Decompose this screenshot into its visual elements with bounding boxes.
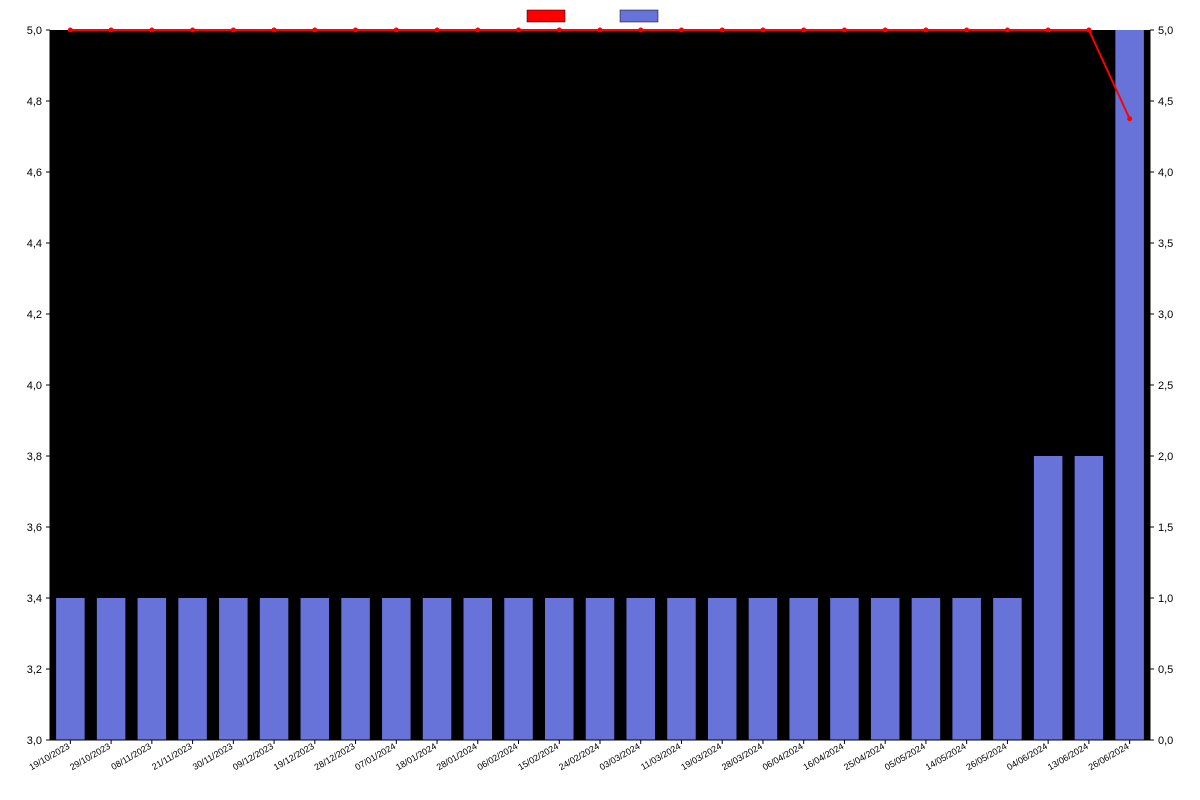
- line-marker: [964, 28, 969, 33]
- line-marker: [435, 28, 440, 33]
- y-left-tick-label: 3,0: [27, 735, 42, 747]
- y-right-tick-label: 4,5: [1158, 96, 1173, 108]
- bar: [138, 598, 167, 740]
- line-marker: [720, 28, 725, 33]
- bar: [301, 598, 330, 740]
- bar: [1115, 30, 1144, 740]
- line-marker: [149, 28, 154, 33]
- y-left-tick-label: 3,2: [27, 664, 42, 676]
- line-marker: [1086, 28, 1091, 33]
- bar: [1034, 456, 1063, 740]
- bar: [219, 598, 248, 740]
- line-marker: [475, 28, 480, 33]
- line-marker: [516, 28, 521, 33]
- y-right-tick-label: 3,0: [1158, 309, 1173, 321]
- line-marker: [353, 28, 358, 33]
- y-right-tick-label: 3,5: [1158, 238, 1173, 250]
- bar: [1075, 456, 1104, 740]
- line-marker: [312, 28, 317, 33]
- bar: [993, 598, 1022, 740]
- bar: [749, 598, 778, 740]
- bar: [626, 598, 655, 740]
- bar: [545, 598, 574, 740]
- bar: [912, 598, 941, 740]
- line-marker: [598, 28, 603, 33]
- line-marker: [679, 28, 684, 33]
- bar: [97, 598, 126, 740]
- line-marker: [394, 28, 399, 33]
- bar: [708, 598, 737, 740]
- chart-container: 3,0 3,2 3,4 3,6 3,8 4,0 4,2 4,4 4,6 4,8 5,0 0,0 0,5 1…: [0, 0, 1200, 800]
- line-marker: [760, 28, 765, 33]
- bar: [789, 598, 818, 740]
- y-left-tick-label: 4,8: [27, 96, 42, 108]
- bar: [423, 598, 452, 740]
- bar: [341, 598, 370, 740]
- y-left-tick-label: 4,6: [27, 167, 42, 179]
- line-marker: [272, 28, 277, 33]
- y-right-tick-label: 1,0: [1158, 593, 1173, 605]
- bar: [504, 598, 533, 740]
- line-marker: [801, 28, 806, 33]
- line-marker: [557, 28, 562, 33]
- line-marker: [1046, 28, 1051, 33]
- y-left-tick-label: 3,8: [27, 451, 42, 463]
- line-marker: [923, 28, 928, 33]
- line-marker: [883, 28, 888, 33]
- line-marker: [842, 28, 847, 33]
- y-right-tick-label: 0,0: [1158, 735, 1173, 747]
- y-right-tick-label: 5,0: [1158, 25, 1173, 37]
- line-marker: [1127, 116, 1132, 121]
- line-marker: [109, 28, 114, 33]
- y-right-tick-label: 4,0: [1158, 167, 1173, 179]
- bar: [586, 598, 615, 740]
- bar: [830, 598, 859, 740]
- y-left-tick-label: 4,2: [27, 309, 42, 321]
- y-left-tick-label: 4,4: [27, 238, 42, 250]
- y-right-tick-label: 2,5: [1158, 380, 1173, 392]
- y-right-tick-label: 1,5: [1158, 522, 1173, 534]
- y-right-tick-label: 0,5: [1158, 664, 1173, 676]
- y-left-tick-label: 5,0: [27, 25, 42, 37]
- y-right-tick-label: 2,0: [1158, 451, 1173, 463]
- line-marker: [231, 28, 236, 33]
- legend-swatch: [527, 10, 565, 22]
- bar: [871, 598, 900, 740]
- bar: [667, 598, 696, 740]
- bar: [178, 598, 207, 740]
- line-marker: [1005, 28, 1010, 33]
- bar: [260, 598, 289, 740]
- legend-swatch: [620, 10, 658, 22]
- line-marker: [190, 28, 195, 33]
- bar: [952, 598, 981, 740]
- y-left-tick-label: 4,0: [27, 380, 42, 392]
- y-left-tick-label: 3,6: [27, 522, 42, 534]
- y-left-tick-label: 3,4: [27, 593, 42, 605]
- line-marker: [638, 28, 643, 33]
- line-marker: [68, 28, 73, 33]
- combo-chart: 3,0 3,2 3,4 3,6 3,8 4,0 4,2 4,4 4,6 4,8 5,0 0,0 0,5 1…: [0, 0, 1200, 800]
- bar: [56, 598, 85, 740]
- bar: [382, 598, 411, 740]
- bar: [464, 598, 493, 740]
